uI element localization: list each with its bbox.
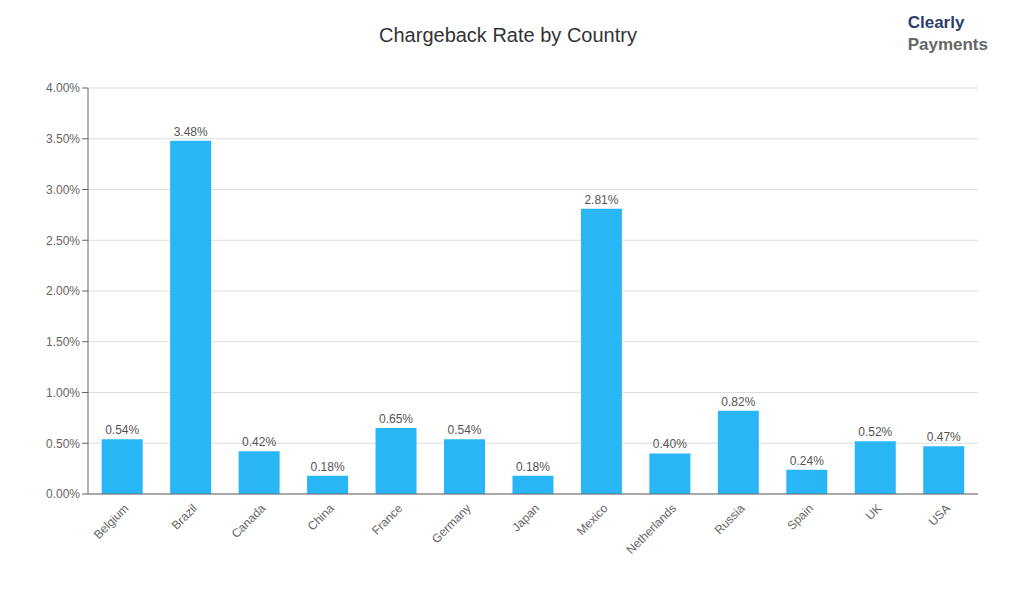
svg-text:0.42%: 0.42%: [242, 435, 276, 449]
svg-text:Mexico: Mexico: [574, 501, 611, 538]
svg-text:0.54%: 0.54%: [105, 423, 139, 437]
svg-text:0.24%: 0.24%: [790, 454, 824, 468]
svg-text:Japan: Japan: [509, 501, 542, 534]
svg-text:4.00%: 4.00%: [46, 81, 80, 95]
html-text:Clearly: Clearly: [907, 13, 965, 32]
svg-text:0.40%: 0.40%: [653, 437, 687, 451]
html-text:Payments: Payments: [907, 35, 988, 54]
svg-text:USA: USA: [926, 501, 953, 528]
svg-text:1.50%: 1.50%: [46, 335, 80, 349]
svg-text:0.50%: 0.50%: [46, 437, 80, 451]
svg-text:3.48%: 3.48%: [174, 125, 208, 139]
svg-text:UK: UK: [863, 501, 885, 523]
svg-text:Brazil: Brazil: [169, 501, 200, 532]
svg-text:Russia: Russia: [712, 501, 748, 537]
svg-text:0.82%: 0.82%: [721, 395, 755, 409]
svg-text:0.65%: 0.65%: [379, 412, 413, 426]
svg-text:Germany: Germany: [429, 501, 474, 546]
svg-text:0.54%: 0.54%: [447, 423, 481, 437]
svg-text:2.00%: 2.00%: [46, 284, 80, 298]
svg-text:1.00%: 1.00%: [46, 386, 80, 400]
svg-text:2.81%: 2.81%: [584, 193, 618, 207]
svg-text:France: France: [369, 501, 406, 538]
svg-text:China: China: [305, 501, 337, 533]
svg-text:Spain: Spain: [784, 501, 816, 533]
svg-text:3.50%: 3.50%: [46, 132, 80, 146]
svg-text:2.50%: 2.50%: [46, 234, 80, 248]
html-text:Chargeback Rate by Country: Chargeback Rate by Country: [379, 24, 637, 46]
svg-text:3.00%: 3.00%: [46, 183, 80, 197]
svg-text:0.00%: 0.00%: [46, 487, 80, 501]
svg-text:Belgium: Belgium: [91, 501, 132, 542]
svg-text:0.52%: 0.52%: [858, 425, 892, 439]
svg-text:0.18%: 0.18%: [311, 460, 345, 474]
svg-text:0.47%: 0.47%: [927, 430, 961, 444]
svg-text:Canada: Canada: [229, 501, 269, 541]
svg-text:Netherlands: Netherlands: [623, 501, 679, 557]
svg-text:0.18%: 0.18%: [516, 460, 550, 474]
